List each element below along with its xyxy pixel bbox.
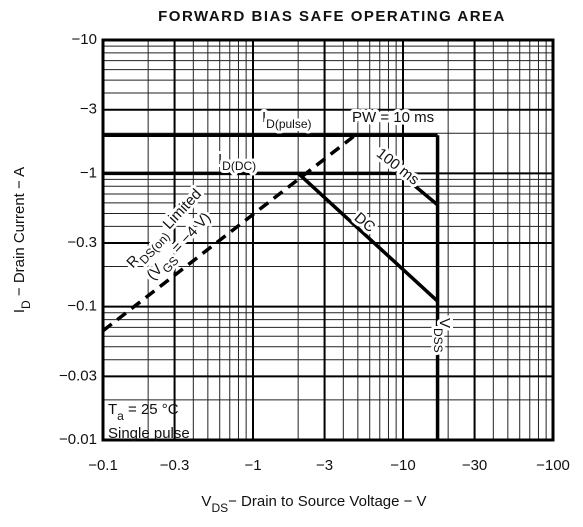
text-part: T [108,401,117,418]
y-axis-label: ID − Drain Current − A [11,167,33,313]
x-axis-label: VDS− Drain to Source Voltage − V [201,493,426,515]
text-part: PW = 10 ms [352,109,434,126]
y-tick-label: −0.01 [59,431,97,448]
text-part: D [19,300,33,309]
chart-title: FORWARD BIAS SAFE OPERATING AREA [158,8,506,25]
x-tick-label: −30 [462,457,487,474]
text-part: = 25 °C [124,401,179,418]
x-tick-label: −100 [536,457,570,474]
text-part: − Drain Current − A [11,167,28,300]
y-tick-label: −3 [80,101,97,118]
x-tick-label: −1 [244,457,261,474]
x-tick-label: −0.1 [88,457,118,474]
x-tick-label: −0.3 [160,457,190,474]
annotation: ID(pulse) [262,109,312,131]
text-part: I [218,151,222,168]
y-tick-label: −0.03 [59,367,97,384]
text-part: I [262,109,266,126]
annotation: PW = 10 ms [352,109,434,126]
series-line [296,172,439,303]
x-tick-label: −10 [390,457,415,474]
text-part: D(DC) [222,159,256,173]
text-part: a [117,409,124,423]
text-part: DSS [431,328,445,353]
annotation: 100 ms [373,145,422,189]
y-tick-label: −0.3 [67,234,97,251]
y-tick-label: −1 [80,164,97,181]
text-part: DS [211,501,228,515]
y-tick-label: −10 [72,31,97,48]
text-part: I [11,309,28,313]
annotation: VDSS [431,318,453,353]
text-part: D(pulse) [266,117,311,131]
series-line [103,171,439,207]
annotation: ID(DC) [218,151,256,173]
text-part: V [436,318,453,328]
annotation: Single pulse [108,425,190,442]
text-part: 100 ms [373,145,422,189]
text-part: V [201,493,211,510]
x-tick-label: −3 [316,457,333,474]
text-part: − Drain to Source Voltage − V [228,493,426,510]
plot-frame [101,38,555,442]
text-part: Single pulse [108,425,190,442]
annotation: Ta = 25 °C [108,401,179,423]
y-tick-label: −0.1 [67,298,97,315]
